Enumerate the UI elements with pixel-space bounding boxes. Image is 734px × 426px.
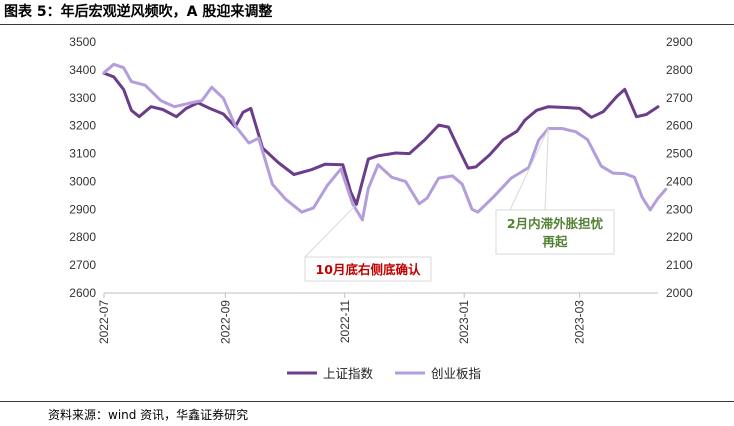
y-left-tick-label: 3300 (69, 91, 96, 105)
annotation-box (304, 256, 432, 282)
y-left-tick-label: 3100 (69, 147, 96, 161)
y-right-tick-label: 2300 (666, 202, 693, 216)
y-right-tick-label: 2800 (666, 63, 693, 77)
y-left-tick-label: 2600 (69, 286, 96, 300)
y-right-tick-label: 2900 (666, 35, 693, 49)
y-left-tick-label: 3200 (69, 119, 96, 133)
x-tick-label: 2023-03 (573, 300, 587, 344)
x-tick-label: 2022-07 (97, 300, 111, 344)
y-right-tick-label: 2400 (666, 174, 693, 188)
series-line-chuangye (102, 62, 668, 222)
y-right-tick-label: 2100 (666, 258, 693, 272)
y-right-tick-label: 2000 (666, 286, 693, 300)
annotation-leader-line (304, 205, 355, 258)
figure-title: 图表 5：年后宏观逆风频吹，A 股迎来调整 (4, 4, 273, 20)
legend-label: 创业板指 (431, 366, 481, 381)
y-left-tick-label: 3000 (69, 174, 96, 188)
source-bar: 资料来源：wind 资讯，华鑫证券研究 (0, 401, 734, 426)
annotation-text: 10月底右侧底确认 (316, 262, 421, 277)
annotation-leader-line (544, 128, 549, 211)
y-left-tick-label: 2700 (69, 258, 96, 272)
annotation-leader-line (509, 128, 549, 211)
annotation-box (495, 209, 615, 255)
source-note: 资料来源：wind 资讯，华鑫证券研究 (48, 408, 249, 422)
y-right-tick-label: 2200 (666, 230, 693, 244)
y-right-tick-label: 2500 (666, 147, 693, 161)
x-tick-label: 2023-01 (457, 300, 471, 344)
annotation-text: 再起 (542, 234, 568, 249)
series-line-shangzheng (102, 71, 660, 206)
y-left-tick-label: 3400 (69, 63, 96, 77)
y-right-tick-label: 2700 (666, 91, 693, 105)
x-tick-label: 2022-11 (338, 300, 352, 343)
x-tick-label: 2022-09 (218, 300, 232, 344)
y-right-tick-label: 2600 (666, 119, 693, 133)
chart: 2600 2700 2800 2900 3000 3100 3200 3300 3400 3500… (69, 35, 693, 381)
y-left-tick-label: 2800 (69, 230, 96, 244)
annotation-text: 2月内滞外胀担忧 (507, 216, 604, 231)
title-bar: 图表 5：年后宏观逆风频吹，A 股迎来调整 (0, 0, 734, 25)
legend-label: 上证指数 (323, 366, 374, 381)
y-left-tick-label: 2900 (69, 202, 96, 216)
y-left-tick-label: 3500 (69, 35, 96, 49)
